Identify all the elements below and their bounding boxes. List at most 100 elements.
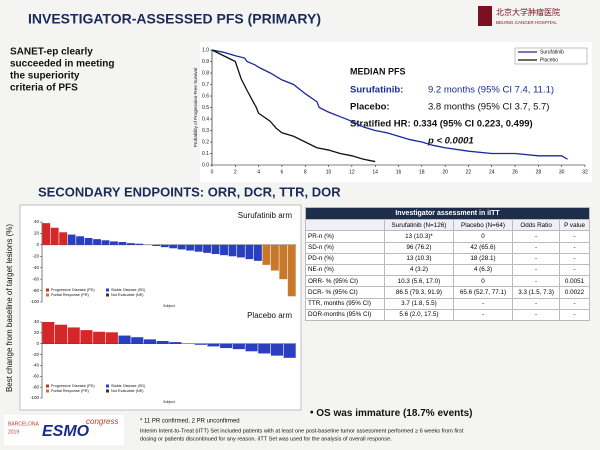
- table-cell: 4 (3.2): [383, 263, 454, 277]
- y-tick-label: -100: [30, 395, 40, 400]
- waterfall-bar: [156, 341, 169, 344]
- waterfall-bar: [220, 343, 233, 349]
- waterfall-bar: [59, 232, 68, 245]
- y-tick-label: 20: [34, 330, 40, 335]
- table-cell: 3.3 (1.5, 7.3): [512, 286, 561, 299]
- table-cell: -: [512, 308, 561, 322]
- y-tick-label: -60: [32, 276, 39, 281]
- header-cell: Surufatinib (N=126): [383, 219, 454, 232]
- waterfall-bar: [143, 339, 156, 344]
- legend-label: Partial Response (PR): [51, 293, 90, 297]
- table-cell: -: [559, 230, 590, 243]
- hr-text: Stratified HR: 0.334 (95% CI 0.223, 0.49…: [350, 119, 533, 130]
- table-cell: 10.3 (5.6, 17.0): [383, 275, 454, 288]
- table-cell: -: [512, 241, 561, 254]
- waterfall-bar: [118, 242, 127, 245]
- table-cell: -: [452, 308, 514, 322]
- y-tick-label: -20: [32, 352, 39, 357]
- waterfall-bar: [169, 342, 182, 344]
- table-cell: 3.7 (1.8, 5.5): [383, 297, 454, 310]
- definition: dosing or patients discontinued for any …: [140, 436, 392, 442]
- y-tick-label: 0.0: [202, 162, 209, 168]
- x-tick-label: 2: [234, 169, 237, 175]
- y-tick-label: -40: [32, 265, 39, 270]
- table-title-row: Investigator assessment in iITT: [305, 206, 590, 221]
- table-cell: 0.0022: [559, 286, 590, 299]
- logo-en: BEIJING CANCER HOSPITAL: [496, 20, 557, 25]
- header-blank: [305, 219, 385, 232]
- waterfall-bar: [253, 244, 262, 261]
- legend-label: Not Evaluable (NE): [111, 293, 144, 297]
- footnote: * 11 PR confirmed, 2 PR unconfirmed: [140, 419, 240, 425]
- median-label: Placebo:: [350, 102, 390, 113]
- table-cell: -: [512, 252, 561, 265]
- waterfall-bar: [67, 234, 76, 245]
- row-label: PD-n (%): [305, 252, 385, 265]
- y-tick-label: -60: [32, 373, 39, 378]
- table-row: TTR, months (95% CI) 3.7 (1.8, 5.5) - - -: [305, 297, 590, 310]
- waterfall-bar: [279, 244, 288, 280]
- y-tick-label: 0.2: [202, 139, 209, 145]
- legend-label: Stable Disease (SD): [111, 384, 146, 388]
- congress-word: congress: [86, 417, 118, 426]
- left-text: succeeded in meeting: [10, 59, 114, 70]
- y-tick-label: -40: [32, 363, 39, 368]
- os-note-text: OS was immature (18.7% events): [316, 408, 472, 419]
- x-tick-label: 4: [257, 169, 260, 175]
- waterfall-bar: [194, 244, 203, 252]
- waterfall-bar: [105, 332, 118, 344]
- y-tick-label: 0.8: [202, 70, 209, 76]
- waterfall-bar: [262, 244, 271, 265]
- waterfall-bar: [101, 240, 110, 245]
- x-tick-label: 30: [559, 169, 565, 175]
- waterfall-bar: [169, 244, 178, 249]
- y-tick-label: 0.1: [202, 151, 209, 157]
- waterfall-bar: [131, 337, 144, 344]
- x-tick-label: 16: [396, 169, 402, 175]
- table-cell: -: [452, 297, 514, 310]
- table-cell: 96 (76.2): [383, 241, 454, 254]
- legend-label: Not Evaluable (NE): [111, 389, 144, 393]
- table-title: Investigator assessment in iITT: [305, 206, 590, 221]
- results-table: Investigator assessment in iITT Surufatin…: [305, 206, 590, 322]
- waterfall-bar: [194, 343, 207, 345]
- legend-swatch: [106, 389, 109, 393]
- legend-label: Progressive Disease (PD): [51, 288, 95, 292]
- median-label: Surufatinib:: [350, 85, 403, 96]
- survival-curve: [211, 49, 376, 163]
- x-tick-label: 14: [372, 169, 378, 175]
- table-cell: 13 (10.3): [383, 252, 454, 265]
- legend-label: Surufatinib: [540, 49, 564, 55]
- definition: Interim Intent-to-Treat (iITT) Set inclu…: [140, 428, 464, 434]
- y-tick-label: 0.3: [202, 128, 209, 134]
- row-label: ORR- % (95% CI): [305, 275, 385, 288]
- congress-name: ESMO: [42, 423, 90, 440]
- y-tick-label: 1.0: [202, 47, 209, 53]
- section-title: SECONDARY ENDPOINTS: ORR, DCR, TTR, DOR: [38, 184, 341, 199]
- x-tick-label: 12: [349, 169, 355, 175]
- legend-label: Stable Disease (SD): [111, 288, 146, 292]
- x-tick-label: 10: [326, 169, 332, 175]
- row-label: NE-n (%): [305, 263, 385, 277]
- congress-year: 2019: [8, 429, 19, 435]
- waterfall-bar: [55, 324, 68, 344]
- table-cell: 0.0051: [559, 275, 590, 288]
- waterfall-bar: [245, 244, 254, 260]
- row-label: DOR-months (95% CI): [305, 308, 385, 322]
- y-axis-label: Probability of Progression-Free Survival: [193, 68, 198, 147]
- left-text: criteria of PFS: [10, 83, 78, 94]
- table-row: DCR- % (95% CI) 86.5 (79.3, 91.9) 65.6 (52…: [305, 286, 590, 299]
- y-tick-label: -80: [32, 384, 39, 389]
- table-cell: -: [559, 297, 590, 310]
- row-label: TTR, months (95% CI): [305, 297, 385, 310]
- x-axis-label: Subject: [163, 400, 175, 404]
- table-cell: -: [559, 252, 590, 265]
- legend-swatch: [106, 288, 109, 292]
- y-tick-label: 0.4: [202, 116, 209, 122]
- table-cell: 86.5 (79.3, 91.9): [383, 286, 454, 299]
- row-label: SD-n (%): [305, 241, 385, 254]
- table-cell: -: [512, 263, 561, 277]
- waterfall-bar: [283, 343, 296, 358]
- waterfall-bar: [232, 343, 245, 350]
